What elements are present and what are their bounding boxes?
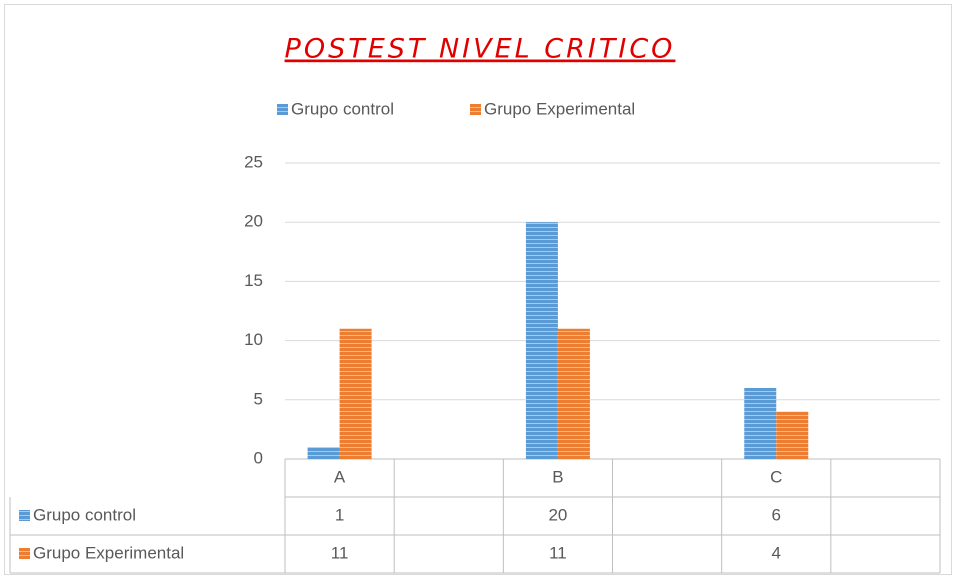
y-tick-label: 15 — [244, 271, 263, 290]
table-series-name: Grupo Experimental — [33, 543, 184, 562]
table-value: 6 — [772, 505, 781, 524]
chart-title: POSTEST NIVEL CRITICO — [285, 34, 676, 65]
legend-label: Grupo control — [291, 99, 394, 118]
table-value: 11 — [331, 543, 349, 562]
bar — [776, 411, 809, 459]
table-series-name: Grupo control — [33, 505, 136, 524]
table-value: 4 — [772, 543, 781, 562]
chart-frame — [4, 4, 952, 575]
bar — [339, 328, 372, 459]
y-tick-label: 20 — [244, 212, 263, 231]
bar — [307, 447, 340, 459]
bar — [744, 387, 777, 459]
bar — [525, 222, 558, 459]
table-value: 1 — [335, 505, 344, 524]
table-legend-key — [19, 548, 30, 559]
legend-swatch — [277, 104, 288, 115]
y-tick-label: 0 — [254, 448, 263, 467]
x-tick-label: A — [334, 467, 346, 486]
y-tick-label: 25 — [244, 152, 263, 171]
table-value: 11 — [549, 543, 567, 562]
legend-swatch — [470, 104, 481, 115]
x-tick-label: C — [770, 467, 782, 486]
y-tick-label: 10 — [244, 330, 263, 349]
y-tick-label: 5 — [254, 389, 263, 408]
bar — [557, 328, 590, 459]
table-legend-key — [19, 510, 30, 521]
x-tick-label: B — [552, 467, 563, 486]
table-value: 20 — [548, 505, 567, 524]
legend-label: Grupo Experimental — [484, 99, 635, 118]
